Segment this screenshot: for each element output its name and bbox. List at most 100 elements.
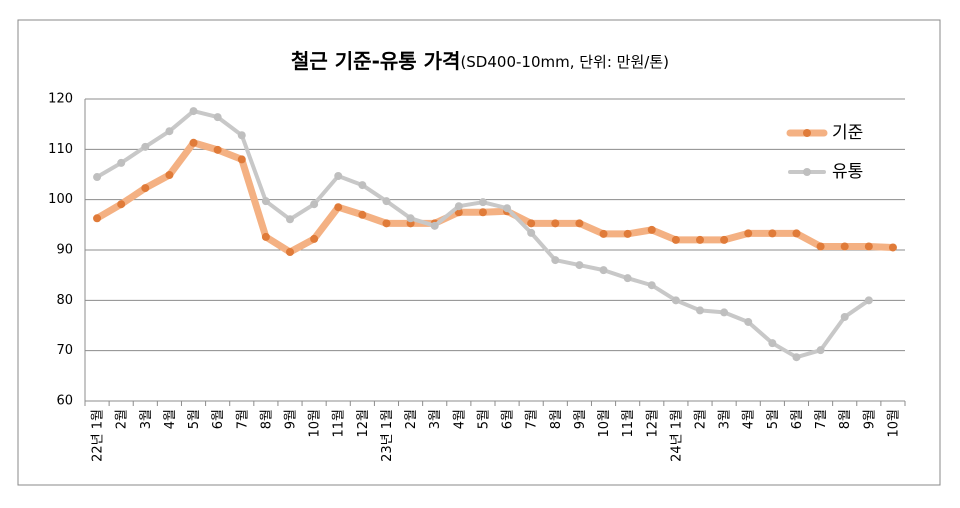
series-marker bbox=[382, 197, 391, 206]
x-tick-label: 22년 1월 bbox=[91, 409, 106, 462]
series-marker bbox=[647, 281, 656, 290]
series-marker bbox=[189, 107, 198, 116]
series-marker bbox=[237, 131, 246, 140]
series-marker bbox=[816, 346, 825, 355]
series-marker bbox=[792, 353, 801, 362]
x-tick-label: 6월 bbox=[790, 409, 805, 429]
series-marker bbox=[93, 214, 102, 223]
y-tick-label: 80 bbox=[56, 293, 73, 308]
series-marker bbox=[382, 219, 391, 228]
series-marker bbox=[840, 242, 849, 251]
x-tick-label: 23년 1월 bbox=[380, 409, 395, 462]
series-marker bbox=[358, 181, 367, 190]
x-tick-label: 6월 bbox=[501, 409, 516, 429]
series-marker bbox=[575, 261, 584, 270]
series-marker bbox=[768, 229, 777, 238]
legend-label: 유통 bbox=[832, 162, 863, 182]
series-marker bbox=[671, 296, 680, 305]
series-marker bbox=[864, 242, 873, 251]
x-tick-label: 10월 bbox=[886, 409, 901, 438]
series-marker bbox=[599, 266, 608, 275]
series-marker bbox=[696, 306, 704, 315]
series-marker bbox=[310, 200, 319, 209]
series-marker bbox=[141, 184, 150, 193]
series-marker bbox=[527, 219, 536, 228]
series-marker bbox=[575, 219, 584, 228]
chart-border bbox=[17, 19, 941, 486]
series-marker bbox=[261, 232, 270, 241]
x-tick-label: 8월 bbox=[259, 409, 274, 429]
x-tick-label: 7월 bbox=[235, 409, 250, 429]
subtitle: (SD400-10mm, 단위: 만원/톤) bbox=[460, 53, 669, 71]
series-marker bbox=[141, 142, 150, 151]
series-marker bbox=[189, 138, 198, 147]
series-marker bbox=[720, 235, 729, 244]
x-tick-label: 4월 bbox=[163, 409, 178, 429]
x-tick-label: 3월 bbox=[718, 409, 733, 429]
series-marker bbox=[527, 228, 536, 237]
series-marker bbox=[816, 242, 825, 251]
series-marker bbox=[165, 171, 174, 180]
x-tick-label: 9월 bbox=[284, 409, 299, 429]
x-tick-label: 12월 bbox=[356, 409, 371, 438]
y-tick-label: 120 bbox=[48, 92, 73, 107]
series-marker bbox=[696, 235, 704, 244]
series-marker bbox=[286, 248, 294, 257]
y-tick-label: 100 bbox=[48, 192, 73, 207]
series-marker bbox=[334, 203, 343, 212]
x-tick-label: 10월 bbox=[597, 409, 612, 438]
series-marker bbox=[454, 202, 463, 211]
series-marker bbox=[237, 155, 246, 164]
x-tick-label: 6월 bbox=[211, 409, 226, 429]
series-marker bbox=[213, 113, 222, 122]
title: 철근 기준-유통 가격 bbox=[291, 49, 460, 73]
x-tick-label: 9월 bbox=[862, 409, 877, 429]
x-tick-label: 3월 bbox=[139, 409, 154, 429]
x-tick-label: 5월 bbox=[476, 409, 491, 429]
series-marker bbox=[430, 221, 439, 230]
series-marker bbox=[117, 200, 126, 209]
x-tick-label: 8월 bbox=[549, 409, 564, 429]
x-tick-label: 7월 bbox=[525, 409, 540, 429]
series-marker bbox=[551, 219, 560, 228]
x-tick-label: 3월 bbox=[428, 409, 443, 429]
series-marker bbox=[334, 172, 343, 181]
series-marker bbox=[744, 317, 753, 326]
x-tick-label: 11월 bbox=[621, 409, 636, 438]
x-tick-label: 7월 bbox=[814, 409, 829, 429]
series-marker bbox=[840, 312, 849, 321]
x-tick-label: 8월 bbox=[838, 409, 853, 429]
series-marker bbox=[671, 235, 680, 244]
series-line bbox=[93, 139, 897, 256]
series-marker bbox=[93, 173, 102, 182]
series-marker bbox=[792, 229, 801, 238]
series-marker bbox=[551, 256, 560, 265]
y-tick-label: 110 bbox=[48, 142, 73, 157]
legend-marker bbox=[803, 129, 811, 137]
series-marker bbox=[623, 274, 632, 283]
series-marker bbox=[478, 208, 487, 217]
x-tick-label: 12월 bbox=[645, 409, 660, 438]
series-marker bbox=[864, 296, 873, 305]
series-marker bbox=[165, 127, 174, 136]
y-tick-label: 60 bbox=[56, 394, 73, 409]
x-tick-label: 9월 bbox=[573, 409, 588, 429]
series-marker bbox=[261, 197, 270, 206]
y-tick-label: 70 bbox=[56, 343, 73, 358]
series-marker bbox=[599, 229, 608, 238]
x-tick-label: 10월 bbox=[308, 409, 323, 438]
series-marker bbox=[647, 225, 656, 234]
x-tick-label: 2월 bbox=[404, 409, 419, 429]
series-marker bbox=[478, 198, 487, 207]
legend-marker bbox=[803, 168, 811, 176]
x-tick-label: 2월 bbox=[694, 409, 709, 429]
legend-label: 기준 bbox=[832, 123, 863, 143]
series-marker bbox=[720, 308, 729, 317]
y-tick-label: 90 bbox=[56, 243, 73, 258]
x-tick-label: 2월 bbox=[115, 409, 130, 429]
x-tick-label: 24년 1월 bbox=[669, 409, 684, 462]
series-marker bbox=[406, 214, 415, 223]
chart-title: 철근 기준-유통 가격(SD400-10mm, 단위: 만원/톤) bbox=[291, 49, 669, 73]
